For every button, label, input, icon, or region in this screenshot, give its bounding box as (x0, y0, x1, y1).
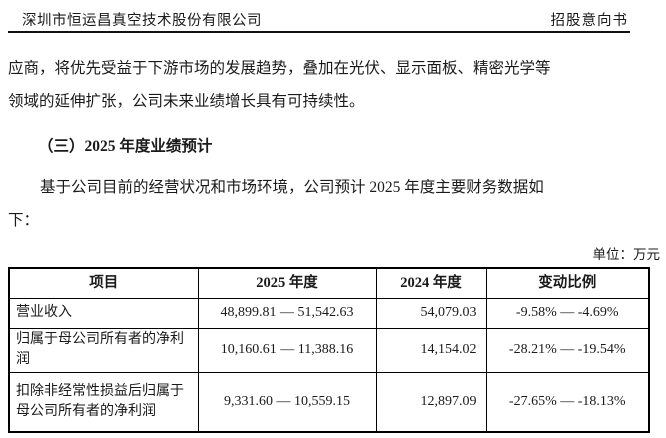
paragraph-continuation: 应商，将优先受益于下游市场的发展趋势，叠加在光伏、显示面板、精密光学等 领域的延… (8, 52, 664, 118)
row-2024-value: 14,154.02 (375, 327, 487, 373)
row-2025-range: 9,331.60 — 10,559.15 (197, 371, 377, 433)
paragraph-line: 应商，将优先受益于下游市场的发展趋势，叠加在光伏、显示面板、精密光学等 (8, 60, 551, 77)
col-header-2025: 2025 年度 (197, 267, 377, 299)
paragraph-line: 基于公司目前的经营状况和市场环境，公司预计 2025 年度主要财务数据如 (40, 179, 544, 196)
unit-note: 单位：万元 (592, 247, 661, 262)
section-heading: （三）2025 年度业绩预计 (38, 138, 213, 155)
row-2025-range: 10,160.61 — 11,388.16 (197, 327, 377, 373)
row-change-ratio: -28.21% — -19.54% (485, 327, 650, 373)
row-change-ratio: -27.65% — -18.13% (485, 371, 650, 433)
row-change-ratio: -9.58% — -4.69% (485, 297, 650, 329)
col-header-change: 变动比例 (485, 267, 650, 299)
row-item-label: 扣除非经常性损益后归属于母公司所有者的净利润 (8, 371, 199, 433)
paragraph-line: 下： (8, 212, 40, 229)
paragraph-line: 领域的延伸扩张，公司未来业绩增长具有可持续性。 (8, 93, 365, 110)
row-2025-range: 48,899.81 — 51,542.63 (197, 297, 377, 329)
header-divider (8, 31, 630, 33)
table-row: 归属于母公司所有者的净利润 10,160.61 — 11,388.16 14,1… (8, 327, 650, 373)
table-row: 营业收入 48,899.81 — 51,542.63 54,079.03 -9.… (8, 297, 650, 329)
table-header-row: 项目 2025 年度 2024 年度 变动比例 (8, 267, 650, 299)
col-header-item: 项目 (8, 267, 199, 299)
header-company-name: 深圳市恒运昌真空技术股份有限公司 (22, 13, 262, 29)
financial-forecast-table: 项目 2025 年度 2024 年度 变动比例 营业收入 48,899.81 —… (8, 267, 650, 433)
row-2024-value: 12,897.09 (375, 371, 487, 433)
header-doc-type: 招股意向书 (550, 13, 628, 29)
row-item-label: 归属于母公司所有者的净利润 (8, 327, 199, 373)
table-row: 扣除非经常性损益后归属于母公司所有者的净利润 9,331.60 — 10,559… (8, 371, 650, 433)
row-item-label: 营业收入 (8, 297, 199, 329)
row-2024-value: 54,079.03 (375, 297, 487, 329)
col-header-2024: 2024 年度 (375, 267, 487, 299)
intro-paragraph: 基于公司目前的经营状况和市场环境，公司预计 2025 年度主要财务数据如 下： (8, 171, 664, 237)
